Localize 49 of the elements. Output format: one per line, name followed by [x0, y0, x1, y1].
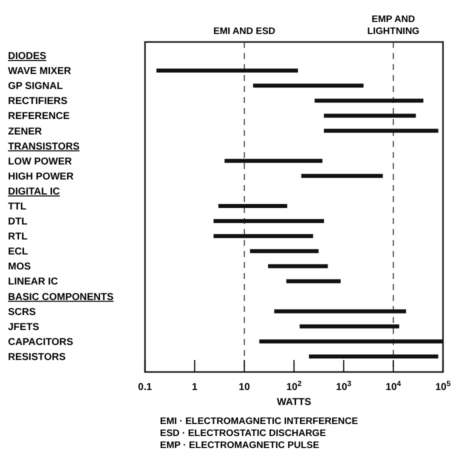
x-tick-label: 10	[238, 382, 250, 393]
bar	[268, 264, 328, 268]
y-tick-label: DIODES	[8, 51, 47, 62]
y-tick-label: ECL	[8, 246, 28, 258]
y-tick-label: WAVE MIXER	[8, 66, 72, 78]
y-tick-label: LINEAR IC	[8, 276, 58, 288]
y-tick-label: REFERENCE	[8, 111, 70, 122]
text: EMI · ELECTROMAGNETIC INTERFERENCE	[160, 416, 358, 427]
y-tick-label: RECTIFIERS	[8, 96, 68, 108]
x-tick-label: 10$^{3}$	[336, 378, 352, 393]
bar	[156, 68, 298, 73]
y-tick-label: HIGH POWER	[8, 171, 74, 182]
bar	[324, 128, 438, 133]
x-tick-label: 10$^{2}$	[286, 378, 302, 393]
y-tick-label: GP SIGNAL	[8, 81, 63, 92]
y-tick-label: DIGITAL IC	[8, 186, 60, 198]
y-tick-label: LOW POWER	[8, 156, 73, 168]
y-tick-label: CAPACITORS	[8, 336, 74, 348]
bar	[274, 309, 406, 314]
y-tick-label: TRANSISTORS	[8, 141, 80, 152]
x-tick-label: 10$^{5}$	[435, 378, 451, 393]
text: ESD · ELECTROSTATIC DISCHARGE	[160, 428, 326, 439]
y-tick-label: DTL	[8, 216, 28, 228]
y-tick-label: ZENER	[8, 126, 43, 138]
y-tick-label: MOS	[8, 262, 32, 273]
y-tick-label: JFETS	[8, 322, 40, 333]
y-tick-label: TTL	[8, 202, 26, 212]
bar	[214, 219, 324, 224]
y-tick-label: SCRS	[8, 306, 36, 318]
bar	[300, 324, 400, 328]
bar	[314, 98, 424, 103]
x-tick-label: 1	[192, 382, 198, 393]
bar	[214, 234, 314, 238]
bar	[301, 174, 383, 178]
x-tick-label: 0.1	[138, 382, 152, 393]
y-tick-label: RESISTORS	[8, 352, 66, 363]
y-tick-label: BASIC COMPONENTS	[8, 292, 114, 303]
y-tick-label: RTL	[8, 232, 28, 243]
x-axis-title: WATTS	[276, 397, 312, 408]
bar	[324, 114, 416, 118]
x-tick-label: 10$^{4}$	[386, 378, 402, 393]
bar	[286, 279, 341, 284]
bar	[250, 249, 319, 254]
ref-line-label: EMI AND ESD	[213, 26, 276, 37]
bar	[218, 204, 288, 208]
ref-line-label: EMP AND LIGHTNING	[367, 14, 420, 37]
bar	[224, 158, 322, 163]
bar	[253, 84, 364, 88]
text: EMP · ELECTROMAGNETIC PULSE	[160, 440, 320, 451]
